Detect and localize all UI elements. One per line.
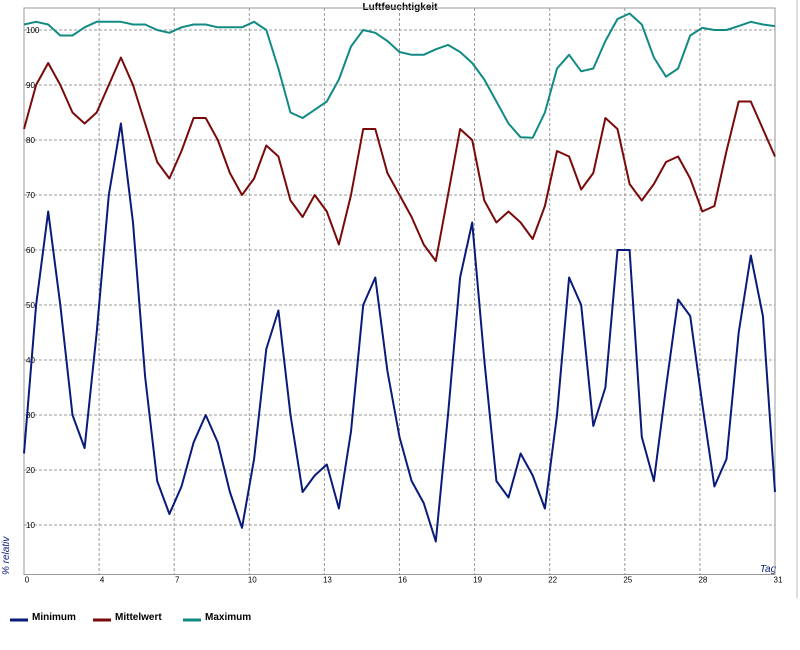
y-tick-label: 90 (26, 81, 35, 90)
data-line (23, 12, 776, 139)
x-tick-label: 19 (473, 576, 482, 585)
y-tick-label: 20 (26, 466, 35, 475)
data-line (23, 122, 776, 543)
x-tick-label: 4 (100, 576, 105, 585)
y-tick-label: 100 (26, 26, 40, 35)
x-tick-label: 7 (175, 576, 180, 585)
x-tick-label: 13 (323, 576, 332, 585)
y-axis-label: % relativ (1, 536, 12, 575)
legend-label: Mittelwert (115, 612, 162, 623)
x-tick-label: 31 (774, 576, 783, 585)
y-tick-label: 50 (26, 301, 35, 310)
data-line (23, 56, 776, 262)
legend-label: Minimum (32, 612, 76, 623)
x-tick-label: 0 (25, 576, 30, 585)
x-axis-label: Tag (760, 564, 777, 575)
y-tick-label: 70 (26, 191, 35, 200)
y-tick-label: 30 (26, 411, 35, 420)
x-tick-label: 22 (548, 576, 557, 585)
y-tick-label: 60 (26, 246, 35, 255)
legend-label: Maximum (205, 612, 251, 623)
x-tick-label: 28 (698, 576, 707, 585)
x-tick-label: 16 (398, 576, 407, 585)
y-tick-label: 80 (26, 136, 35, 145)
x-tick-label: 10 (248, 576, 257, 585)
y-tick-label: 10 (26, 521, 35, 530)
x-tick-label: 25 (623, 576, 632, 585)
legend: Minimum Mittelwert Maximum (10, 612, 251, 623)
